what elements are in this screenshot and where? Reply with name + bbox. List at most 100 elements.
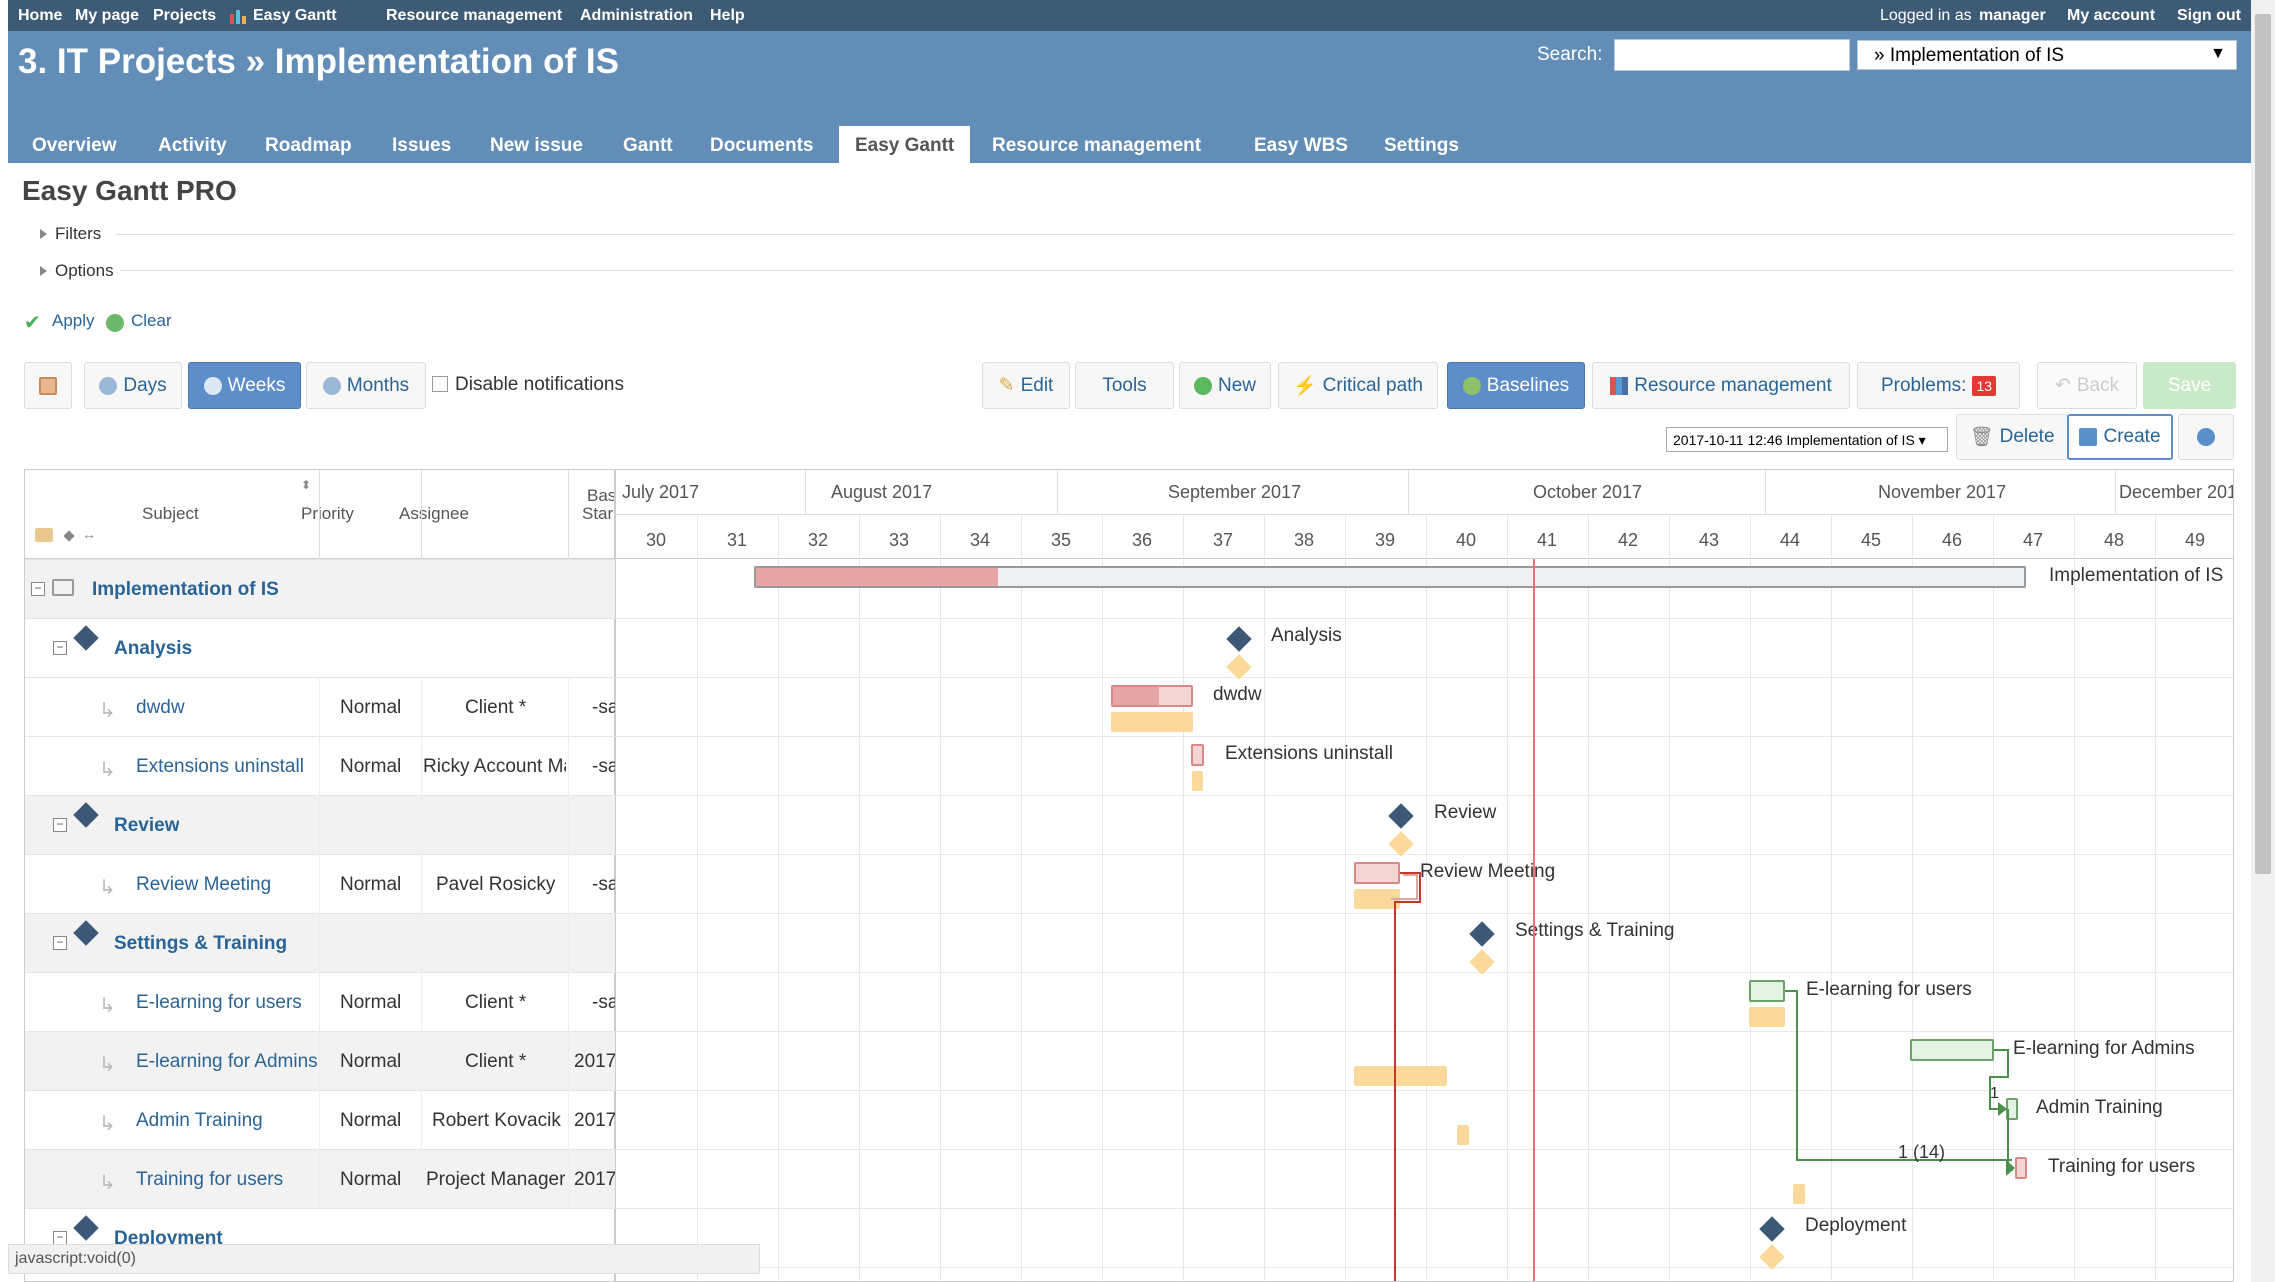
gantt-label-project: Implementation of IS [2049, 565, 2224, 586]
create-baseline-button[interactable]: Create [2067, 414, 2173, 460]
table-row[interactable]: ↳ Extensions uninstall Normal Ricky Acco… [25, 736, 615, 795]
save-button[interactable]: Save [2143, 362, 2236, 409]
my-account-link[interactable]: My account [2067, 7, 2156, 24]
top-link-home[interactable]: Home [18, 7, 63, 24]
tab-issues[interactable]: Issues [392, 135, 452, 156]
row-subject[interactable]: Settings & Training [114, 932, 288, 954]
tab-overview[interactable]: Overview [32, 135, 117, 156]
column-assignee[interactable]: Assignee [399, 504, 469, 523]
table-row[interactable]: ↳ E-learning for users Normal Client * -… [25, 972, 615, 1031]
child-arrow-icon: ↳ [99, 1113, 116, 1135]
row-subject[interactable]: E-learning for Admins [136, 1050, 318, 1072]
zoom-days-button[interactable]: Days [84, 362, 182, 409]
tab-gantt[interactable]: Gantt [623, 135, 673, 156]
folder-icon[interactable] [35, 528, 53, 542]
row-assignee: Pavel Rosicky [436, 873, 556, 895]
row-subject[interactable]: Training for users [136, 1168, 284, 1190]
table-row[interactable]: − Settings & Training [25, 913, 615, 972]
top-link-my-page[interactable]: My page [75, 7, 140, 24]
table-row[interactable]: − Implementation of IS [25, 559, 615, 618]
column-subject[interactable]: Subject [142, 504, 199, 523]
table-row[interactable]: ↳ Admin Training Normal Robert Kovacik 2… [25, 1090, 615, 1149]
table-row[interactable]: − Deployment [25, 1208, 615, 1267]
options-divider [120, 270, 2234, 271]
gantt-label-training-users: Training for users [2048, 1156, 2196, 1177]
column-priority[interactable]: Priority [301, 504, 354, 523]
delete-baseline-button[interactable]: 🗑 Delete [1956, 414, 2068, 460]
project-bar[interactable] [754, 566, 2026, 588]
tab-easy-wbs[interactable]: Easy WBS [1254, 135, 1348, 156]
table-row[interactable]: ↳ E-learning for Admins Normal Client * … [25, 1031, 615, 1090]
top-link-help[interactable]: Help [710, 7, 745, 24]
scrollbar-thumb[interactable] [2255, 14, 2271, 874]
task-bar-review-meeting[interactable] [1354, 862, 1400, 884]
collapse-icon[interactable]: − [53, 818, 67, 832]
apply-link[interactable]: Apply [52, 311, 95, 330]
column-baseline-start[interactable]: Bas [587, 486, 617, 505]
tab-settings[interactable]: Settings [1384, 135, 1459, 156]
clear-link[interactable]: Clear [131, 311, 172, 330]
col-divider [568, 677, 569, 1208]
new-button[interactable]: New [1179, 362, 1271, 409]
logged-in-user[interactable]: manager [1979, 7, 2046, 24]
row-subject[interactable]: Extensions uninstall [136, 755, 304, 777]
problems-button[interactable]: Problems: 13 [1857, 362, 2020, 409]
row-subject[interactable]: Review [114, 814, 180, 836]
options-toggle[interactable]: Options [40, 261, 114, 281]
task-bar-dwdw[interactable] [1111, 685, 1193, 707]
week-gridline [1021, 514, 1022, 1281]
resource-management-button[interactable]: Resource management [1592, 362, 1850, 409]
row-subject[interactable]: dwdw [136, 696, 185, 718]
project-jump-select[interactable]: » Implementation of IS ▼ [1857, 40, 2237, 70]
top-link-projects[interactable]: Projects [153, 7, 217, 24]
arrows-icon[interactable]: ↔ [82, 526, 96, 542]
sort-icon[interactable]: ⬍ [301, 478, 312, 492]
tab-resource-management[interactable]: Resource management [992, 135, 1202, 156]
task-bar-training-users[interactable] [2015, 1157, 2027, 1179]
sign-out-link[interactable]: Sign out [2177, 7, 2241, 24]
critical-path-button[interactable]: ⚡ Critical path [1278, 362, 1438, 409]
baselines-button[interactable]: Baselines [1447, 362, 1585, 409]
week-label: 35 [1050, 530, 1072, 550]
edit-button[interactable]: ✎ Edit [982, 362, 1070, 409]
search-input[interactable] [1614, 39, 1850, 71]
tab-roadmap[interactable]: Roadmap [265, 135, 352, 156]
row-subject[interactable]: E-learning for users [136, 991, 302, 1013]
page-title: 3. IT Projects » Implementation of IS [18, 42, 619, 81]
col-divider [319, 677, 320, 1208]
task-bar-extensions-uninstall[interactable] [1191, 744, 1204, 766]
row-subject[interactable]: Implementation of IS [92, 578, 279, 600]
zoom-weeks-button[interactable]: Weeks [188, 362, 301, 409]
task-bar-elearning-users[interactable] [1749, 980, 1785, 1002]
row-subject[interactable]: Deployment [114, 1227, 223, 1249]
row-subject[interactable]: Analysis [114, 637, 193, 659]
table-row[interactable]: ↳ dwdw Normal Client * -sa [25, 677, 615, 736]
table-row[interactable]: ↳ Training for users Normal Project Mana… [25, 1149, 615, 1208]
task-bar-elearning-admins[interactable] [1910, 1039, 1994, 1061]
vertical-scrollbar[interactable] [2251, 0, 2275, 1282]
tab-new-issue[interactable]: New issue [490, 135, 583, 156]
zoom-months-button[interactable]: Months [306, 362, 426, 409]
row-subject[interactable]: Review Meeting [136, 873, 272, 895]
top-link-easy-gantt[interactable]: Easy Gantt [253, 7, 337, 24]
table-row[interactable]: ↳ Review Meeting Normal Pavel Rosicky -s… [25, 854, 615, 913]
baseline-select[interactable]: 2017-10-11 12:46 Implementation of IS ▾ [1666, 427, 1948, 452]
top-link-administration[interactable]: Administration [580, 7, 693, 24]
help-button[interactable] [2178, 414, 2234, 460]
calendar-button[interactable] [24, 362, 72, 409]
tab-activity[interactable]: Activity [158, 135, 227, 156]
filters-toggle[interactable]: Filters [40, 224, 101, 244]
collapse-icon[interactable]: − [31, 582, 45, 596]
split-divider[interactable] [614, 470, 616, 1281]
row-subject[interactable]: Admin Training [136, 1109, 263, 1131]
tab-documents[interactable]: Documents [710, 135, 814, 156]
collapse-icon[interactable]: − [53, 641, 67, 655]
table-row[interactable]: − Analysis [25, 618, 615, 677]
tools-button[interactable]: Tools [1075, 362, 1174, 409]
disable-notifications-checkbox[interactable] [432, 376, 448, 392]
top-link-resource-management[interactable]: Resource management [386, 7, 563, 24]
table-row[interactable]: − Review [25, 795, 615, 854]
back-button[interactable]: ↶ Back [2037, 362, 2137, 409]
collapse-icon[interactable]: − [53, 936, 67, 950]
tab-easy-gantt[interactable]: Easy Gantt [839, 126, 971, 163]
